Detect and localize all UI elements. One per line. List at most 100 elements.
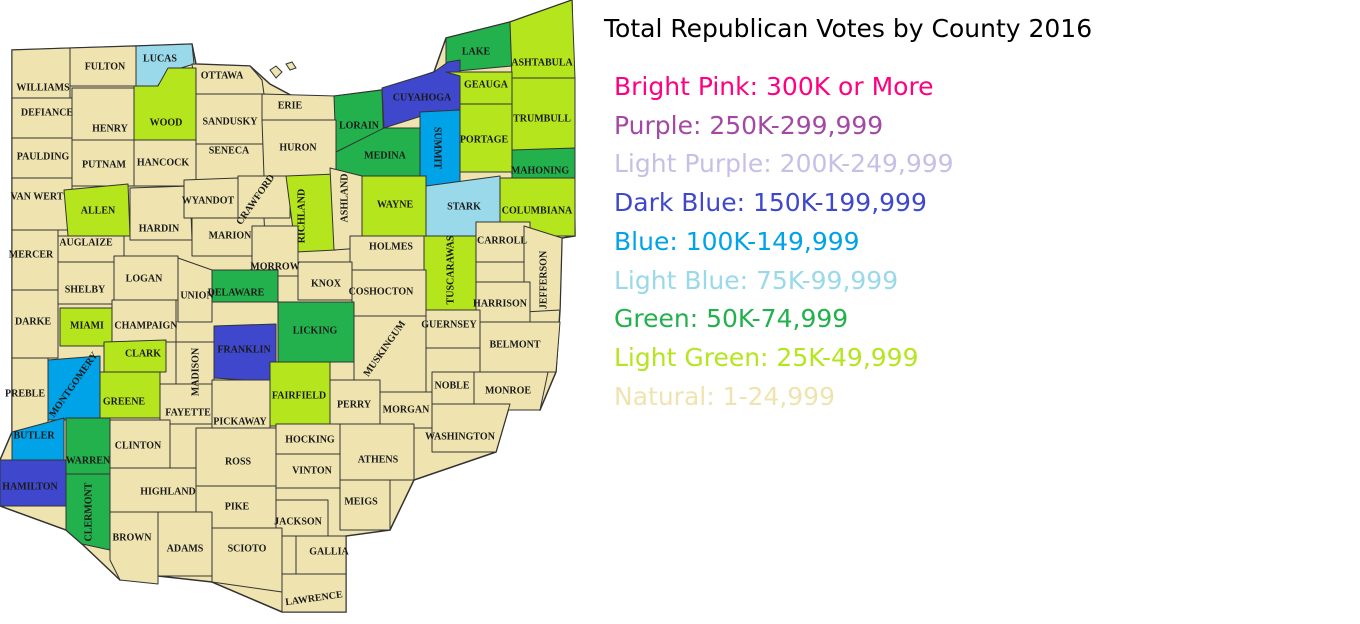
county-label-lucas: LUCAS	[143, 53, 177, 64]
county-label-darke: DARKE	[15, 316, 51, 327]
county-label-huron: HURON	[279, 142, 317, 153]
county-label-knox: KNOX	[311, 278, 342, 289]
county-clermont	[65, 473, 111, 551]
county-crawford	[237, 175, 291, 219]
county-label-wyandot: WYANDOT	[182, 195, 235, 206]
county-label-auglaize: AUGLAIZE	[59, 237, 113, 248]
county-label-erie: ERIE	[278, 100, 303, 111]
county-label-wayne: WAYNE	[377, 199, 414, 210]
county-label-fairfield: FAIRFIELD	[272, 390, 326, 401]
county-meigs	[339, 479, 391, 531]
county-label-mahoning: MAHONING	[511, 165, 570, 176]
county-lawrence	[281, 573, 347, 613]
county-label-putnam: PUTNAM	[82, 159, 126, 170]
county-label-adams: ADAMS	[167, 543, 204, 554]
county-label-cuyahoga: CUYAHOGA	[393, 92, 452, 103]
county-label-butler: BUTLER	[13, 430, 55, 441]
county-label-geauga: GEAUGA	[464, 79, 509, 90]
county-label-logan: LOGAN	[126, 273, 163, 284]
county-label-marion: MARION	[209, 230, 253, 241]
county-label-morgan: MORGAN	[383, 404, 430, 415]
county-label-vinton: VINTON	[292, 465, 333, 476]
county-label-clinton: CLINTON	[115, 440, 162, 451]
county-label-mercer: MERCER	[9, 249, 54, 260]
county-label-preble: PREBLE	[5, 388, 45, 399]
county-label-henry: HENRY	[92, 123, 129, 134]
legend-item-purple: Purple: 250K-299,999	[614, 110, 884, 140]
map-title: Total Republican Votes by County 2016	[604, 14, 1093, 43]
county-label-defiance: DEFIANCE	[21, 107, 74, 118]
county-label-fulton: FULTON	[85, 61, 126, 72]
county-label-holmes: HOLMES	[369, 241, 413, 252]
county-label-greene: GREENE	[103, 396, 146, 407]
legend-item-dark-blue: Dark Blue: 150K-199,999	[614, 188, 927, 218]
legend-item-bright-pink: Bright Pink: 300K or More	[614, 72, 934, 101]
county-label-clermont: CLERMONT	[83, 482, 94, 541]
county-van-wert	[11, 177, 73, 231]
county-label-monroe: MONROE	[485, 385, 531, 396]
legend: Bright Pink: 300K or More Purple: 250K-2…	[614, 68, 954, 416]
county-union	[177, 257, 213, 323]
county-label-gallia: GALLIA	[309, 546, 349, 557]
county-label-meigs: MEIGS	[344, 496, 378, 507]
county-label-portage: PORTAGE	[460, 134, 509, 145]
county-monroe	[473, 371, 549, 411]
island-1	[269, 65, 283, 79]
map-svg: WILLIAMS FULTON LUCAS OTTAWA LAKE ASHTABULA DE…	[0, 0, 576, 613]
county-washington	[431, 403, 511, 453]
county-label-union: UNION	[180, 290, 214, 301]
county-label-jefferson: JEFFERSON	[538, 250, 549, 309]
county-layer	[0, 0, 576, 613]
county-label-harrison: HARRISON	[473, 298, 528, 309]
county-label-seneca: SENECA	[209, 145, 250, 156]
county-label-stark: STARK	[447, 201, 481, 212]
county-label-wood: WOOD	[150, 117, 183, 128]
county-label-van-wert: VAN WERT	[11, 191, 64, 202]
county-label-morrow: MORROW	[250, 261, 299, 272]
county-greene	[99, 371, 161, 419]
legend-item-blue: Blue: 100K-149,999	[614, 226, 860, 256]
county-label-hocking: HOCKING	[285, 434, 335, 445]
county-label-richland: RICHLAND	[296, 189, 307, 243]
county-brown	[109, 511, 159, 585]
county-label-williams: WILLIAMS	[16, 82, 70, 93]
county-label-washington: WASHINGTON	[425, 431, 496, 442]
county-shelby	[57, 261, 115, 305]
county-label-trumbull: TRUMBULL	[513, 113, 571, 124]
county-darke	[11, 289, 59, 359]
county-label-summit: SUMMIT	[432, 127, 443, 170]
county-label-miami: MIAMI	[70, 320, 104, 331]
county-label-highland: HIGHLAND	[140, 486, 196, 497]
county-label-delaware: DELAWARE	[208, 287, 265, 298]
county-scioto	[211, 527, 283, 593]
county-label-shelby: SHELBY	[65, 284, 106, 295]
county-label-columbiana: COLUMBIANA	[502, 205, 573, 216]
county-label-ross: ROSS	[225, 456, 252, 467]
county-label-brown: BROWN	[113, 532, 153, 543]
county-label-lorain: LORAIN	[339, 120, 380, 131]
label-layer: WILLIAMS FULTON LUCAS OTTAWA LAKE ASHTABULA DE…	[2, 46, 573, 608]
county-label-fayette: FAYETTE	[165, 407, 211, 418]
legend-item-light-purple: Light Purple: 200K-249,999	[614, 149, 954, 179]
county-label-scioto: SCIOTO	[228, 543, 267, 554]
county-label-coshocton: COSHOCTON	[349, 286, 415, 297]
county-label-warren: WARREN	[66, 455, 111, 466]
legend-item-light-blue: Light Blue: 75K-99,999	[614, 265, 899, 295]
county-label-noble: NOBLE	[434, 380, 469, 391]
county-label-jackson: JACKSON	[274, 516, 323, 527]
county-label-madison: MADISON	[190, 347, 201, 396]
county-label-tuscarawas: TUSCARAWAS	[445, 235, 456, 304]
ohio-county-map: WILLIAMS FULTON LUCAS OTTAWA LAKE ASHTABULA DE…	[0, 0, 600, 624]
legend-item-light-green: Light Green: 25K-49,999	[614, 342, 919, 372]
county-label-ottawa: OTTAWA	[201, 70, 244, 81]
county-label-perry: PERRY	[337, 399, 372, 410]
legend-item-natural: Natural: 1-24,999	[614, 381, 835, 411]
county-label-pickaway: PICKAWAY	[213, 416, 267, 427]
county-label-guernsey: GUERNSEY	[421, 319, 477, 330]
county-label-champaign: CHAMPAIGN	[114, 320, 178, 331]
county-label-ashland: ASHLAND	[339, 174, 350, 223]
county-label-belmont: BELMONT	[489, 339, 540, 350]
county-label-hardin: HARDIN	[139, 223, 180, 234]
county-label-carroll: CARROLL	[477, 235, 527, 246]
county-label-allen: ALLEN	[81, 205, 116, 216]
